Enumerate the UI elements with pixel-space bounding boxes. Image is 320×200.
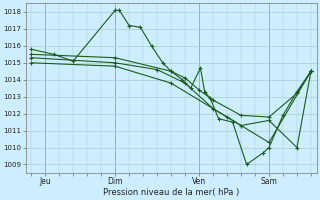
X-axis label: Pression niveau de la mer( hPa ): Pression niveau de la mer( hPa ) xyxy=(103,188,239,197)
